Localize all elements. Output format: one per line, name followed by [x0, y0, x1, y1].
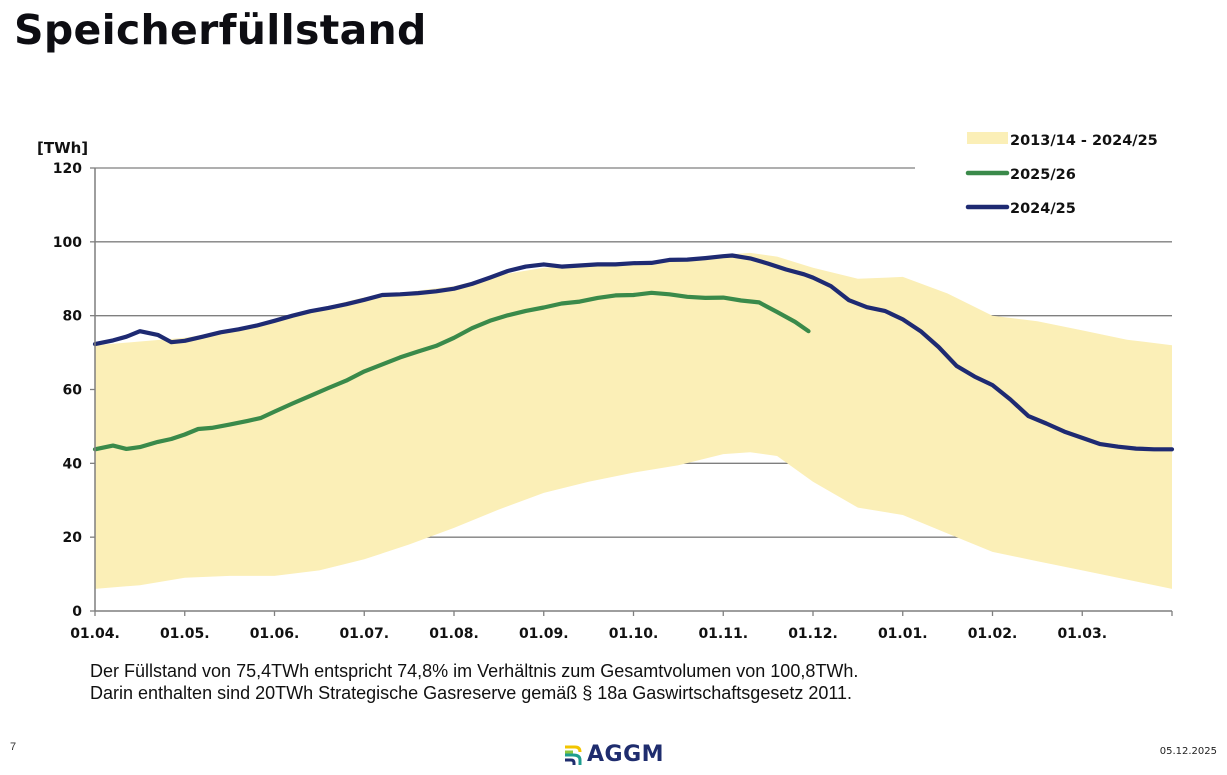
x-tick-label: 01.09. — [519, 626, 569, 642]
range-band-2013-2025 — [95, 252, 1172, 589]
x-tick-label: 01.07. — [339, 626, 389, 642]
legend: 2013/14 - 2024/25 2025/26 2024/25 — [965, 132, 1158, 217]
x-tick-label: 01.01. — [878, 626, 928, 642]
footer-date: 05.12.2025 — [1159, 746, 1217, 757]
x-tick-label: 01.05. — [160, 626, 210, 642]
note-line-1: Der Füllstand von 75,4TWh entspricht 74,… — [90, 661, 859, 681]
x-tick-label: 01.06. — [250, 626, 300, 642]
page-title: Speicherfüllstand — [14, 6, 427, 54]
x-tick-label: 01.11. — [698, 626, 748, 642]
note-line-2: Darin enthalten sind 20TWh Strategische … — [90, 683, 853, 703]
axes — [90, 167, 1173, 616]
series-line-2024-25 — [92, 253, 1175, 452]
x-tick-label: 01.03. — [1057, 626, 1107, 642]
y-axis-unit-label: [TWh] — [37, 139, 88, 157]
y-tick-label: 80 — [63, 309, 83, 325]
range-band-layer — [95, 252, 1172, 589]
page-number: 7 — [10, 741, 17, 753]
x-tick-label: 01.02. — [968, 626, 1018, 642]
x-tick-label: 01.10. — [609, 626, 659, 642]
legend-swatch-band — [967, 132, 1008, 144]
aggm-logo: AGGM — [563, 742, 664, 767]
y-tick-label: 0 — [72, 604, 82, 620]
series-lines — [92, 253, 1175, 452]
x-tick-label: 01.04. — [70, 626, 120, 642]
y-tick-label: 100 — [53, 235, 82, 251]
x-tick-label: 01.12. — [788, 626, 838, 642]
legend-label-2024-25: 2024/25 — [1010, 201, 1076, 217]
chart: 0 20 40 60 80 100 120 01.04. 01.05. 01.06. 01.07. 0… — [37, 132, 1175, 642]
y-tick-label: 20 — [63, 530, 83, 546]
y-tick-label: 120 — [53, 161, 82, 177]
legend-label-band: 2013/14 - 2024/25 — [1010, 133, 1158, 149]
x-tick-label: 01.08. — [429, 626, 479, 642]
series-line-2025-26 — [92, 290, 811, 452]
y-tick-label: 40 — [63, 456, 83, 472]
legend-label-2025-26: 2025/26 — [1010, 167, 1076, 183]
y-tick-label: 60 — [63, 383, 83, 399]
aggm-logo-text: AGGM — [587, 742, 665, 767]
storage-note: Der Füllstand von 75,4TWh entspricht 74,… — [90, 660, 858, 704]
aggm-logo-icon — [565, 745, 582, 765]
tick-labels: 0 20 40 60 80 100 120 01.04. 01.05. 01.06. 01.07. 0… — [53, 161, 1107, 642]
